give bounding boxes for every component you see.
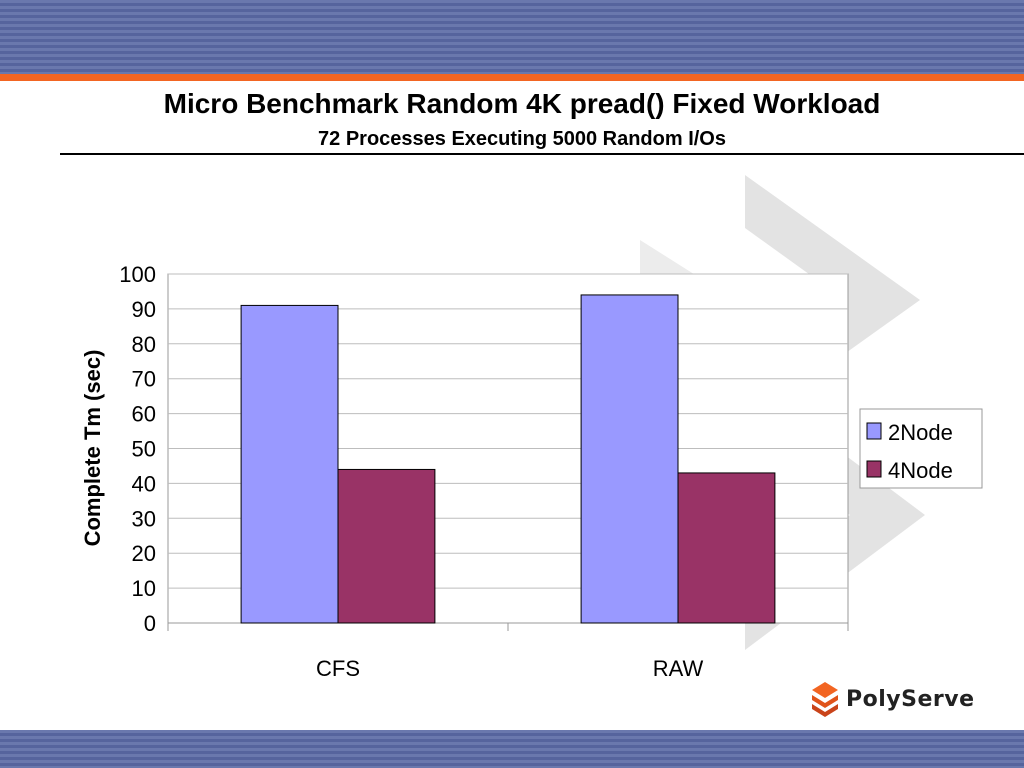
y-tick-label: 60: [132, 402, 156, 427]
y-tick-label: 80: [132, 332, 156, 357]
x-tick-label: CFS: [316, 656, 360, 681]
header-band: [0, 0, 1024, 74]
y-tick-label: 40: [132, 471, 156, 496]
slide-subtitle: 72 Processes Executing 5000 Random I/Os: [318, 128, 726, 150]
y-tick-label: 50: [132, 437, 156, 462]
header-accent-stripe: [0, 74, 1024, 81]
bar-4node-raw: [677, 472, 776, 624]
legend-label-2node: 2Node: [888, 420, 953, 445]
slide-title: Micro Benchmark Random 4K pread() Fixed …: [163, 88, 881, 119]
title-underline: [60, 153, 1024, 155]
polyserve-logo: PolyServe: [810, 680, 1000, 718]
y-tick-label: 100: [119, 262, 156, 287]
legend-label-4node: 4Node: [888, 458, 953, 483]
y-tick-label: 0: [144, 611, 156, 636]
x-axis-labels: CFS RAW: [167, 623, 849, 681]
legend: 2Node 4Node: [859, 408, 983, 489]
bar-2node-raw: [580, 294, 679, 624]
polyserve-logo-icon: [812, 682, 838, 717]
y-axis-label: Complete Tm (sec): [80, 350, 105, 547]
y-tick-label: 20: [132, 541, 156, 566]
y-tick-label: 10: [132, 576, 156, 601]
footer-band: [0, 730, 1024, 768]
y-tick-label: 30: [132, 506, 156, 531]
bar-2node-cfs: [240, 304, 339, 624]
x-tick-label: RAW: [653, 656, 704, 681]
y-tick-label: 70: [132, 367, 156, 392]
legend-swatch-2node: [866, 422, 882, 440]
bars: [240, 294, 776, 624]
y-axis-ticks: 0 10 20 30 40 50 60 70 80 90 100: [119, 262, 156, 636]
bar-4node-cfs: [337, 468, 436, 624]
legend-swatch-4node: [866, 460, 882, 478]
logo-wordmark: PolyServe: [846, 686, 975, 712]
y-tick-label: 90: [132, 297, 156, 322]
